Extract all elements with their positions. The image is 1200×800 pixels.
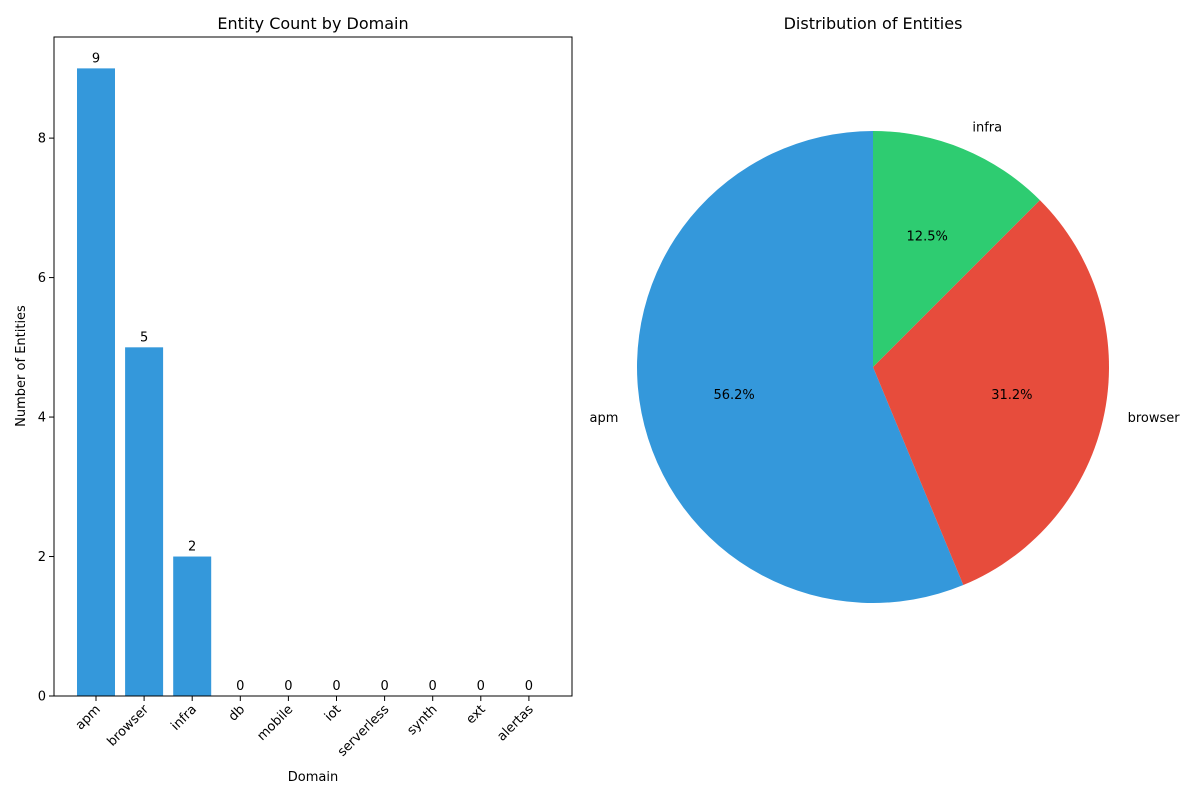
x-tick-label: apm bbox=[73, 702, 104, 733]
bar-apm bbox=[77, 68, 115, 696]
pie-percent-label: 31.2% bbox=[991, 388, 1032, 403]
x-tick-label: iot bbox=[322, 702, 344, 724]
x-tick-label: serverless bbox=[335, 702, 393, 760]
x-tick-label: infra bbox=[168, 702, 200, 734]
bar-value-label: 0 bbox=[380, 679, 388, 694]
bar-value-label: 0 bbox=[429, 679, 437, 694]
pie-slice-browser bbox=[873, 200, 1110, 586]
bar-value-label: 2 bbox=[188, 540, 196, 555]
y-tick-label: 4 bbox=[38, 411, 46, 426]
x-axis-label: Domain bbox=[288, 770, 338, 785]
pie-slice-apm bbox=[637, 131, 964, 603]
plot-frame bbox=[53, 36, 573, 697]
pie-category-label: infra bbox=[972, 121, 1002, 136]
pie-slice-infra bbox=[873, 131, 1040, 367]
pie-chart-title: Distribution of Entities bbox=[784, 14, 963, 33]
y-tick-label: 8 bbox=[38, 132, 46, 147]
bar-value-label: 0 bbox=[332, 679, 340, 694]
x-tick-label: synth bbox=[404, 702, 440, 738]
bar-chart-title: Entity Count by Domain bbox=[217, 14, 408, 33]
y-axis-ticks: 0 2 4 6 8 bbox=[38, 132, 54, 705]
bar-value-label: 0 bbox=[236, 679, 244, 694]
y-tick-label: 6 bbox=[38, 271, 46, 286]
x-tick-label: ext bbox=[463, 702, 488, 727]
bar-value-label: 5 bbox=[140, 330, 148, 345]
x-tick-label: alertas bbox=[494, 702, 536, 744]
bar-marks: 9 5 2 0 0 0 0 0 0 0 bbox=[77, 51, 533, 696]
bar-value-label: 0 bbox=[477, 679, 485, 694]
bar-infra bbox=[173, 556, 212, 696]
pie-chart: Distribution of Entities 56.2% apm 31.2% br… bbox=[589, 14, 1180, 603]
x-tick-label: db bbox=[226, 702, 248, 724]
pie-slices bbox=[637, 131, 1110, 603]
bar-value-label: 0 bbox=[525, 679, 533, 694]
bar-value-label: 9 bbox=[92, 51, 100, 66]
x-tick-label: browser bbox=[105, 702, 153, 750]
pie-percent-label: 56.2% bbox=[713, 388, 754, 403]
y-tick-label: 0 bbox=[38, 690, 46, 705]
bar-browser bbox=[125, 347, 164, 696]
bar-value-label: 0 bbox=[284, 679, 292, 694]
y-tick-label: 2 bbox=[38, 550, 46, 565]
pie-percent-label: 12.5% bbox=[907, 230, 948, 245]
pie-category-label: browser bbox=[1128, 411, 1181, 426]
y-axis-label: Number of Entities bbox=[14, 305, 29, 427]
pie-category-label: apm bbox=[589, 411, 618, 426]
x-tick-label: mobile bbox=[254, 702, 296, 744]
pie-labels: 56.2% apm 31.2% browser 12.5% infra bbox=[589, 121, 1180, 426]
